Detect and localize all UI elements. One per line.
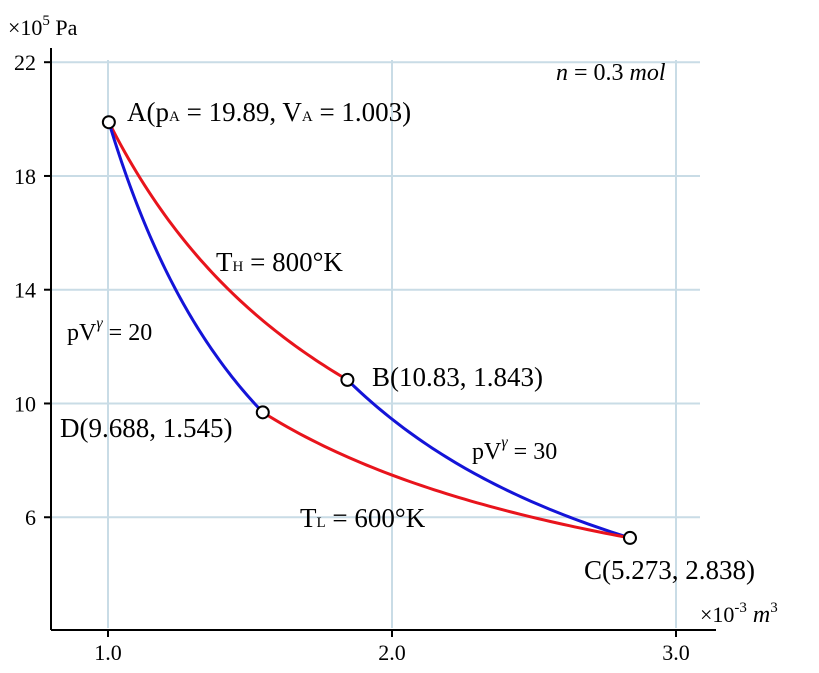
adiabat-20-label: pVγ = 20 (67, 315, 152, 346)
x-tick-label-1: 2.0 (378, 640, 406, 665)
point-c-marker (622, 530, 637, 545)
state-points (101, 115, 637, 545)
y-tick-label-3: 18 (14, 164, 36, 189)
point-b-marker (340, 372, 355, 387)
curve-c-d-isotherm (261, 410, 632, 540)
point-a-marker (101, 115, 116, 130)
th-isotherm-label: TH = 800°K (216, 247, 343, 277)
curve-d-a-adiabat (107, 120, 265, 414)
x-tick-label-0: 1.0 (94, 640, 122, 665)
point-c-label: C(5.273, 2.838) (584, 555, 755, 585)
tl-isotherm-label: TL = 600°K (300, 503, 426, 533)
y-unit-label: ×105 Pa (8, 13, 78, 40)
adiabat-30-label: pVγ = 30 (472, 434, 557, 465)
y-tick-label-4: 22 (14, 50, 36, 75)
y-tick-label-2: 14 (14, 278, 36, 303)
point-d-label: D(9.688, 1.545) (60, 413, 232, 443)
axes (50, 48, 716, 631)
mole-annotation: n = 0.3 mol (556, 60, 666, 86)
curve-a-b-isotherm (107, 120, 349, 382)
x-unit-label: ×10-3 m3 (700, 600, 778, 628)
tick-labels: 1.0 2.0 3.0 6 10 14 18 22 (14, 50, 690, 665)
y-tick-label-0: 6 (25, 505, 36, 530)
curve-b-c-adiabat (345, 378, 632, 540)
grid-lines (52, 60, 700, 628)
cycle-curves (107, 120, 632, 540)
x-tick-label-2: 3.0 (662, 640, 690, 665)
point-d-marker (255, 405, 270, 420)
point-b-label: B(10.83, 1.843) (372, 362, 543, 392)
point-a-label: A(pA = 19.89, VA = 1.003) (127, 97, 411, 127)
y-tick-label-1: 10 (14, 391, 36, 416)
